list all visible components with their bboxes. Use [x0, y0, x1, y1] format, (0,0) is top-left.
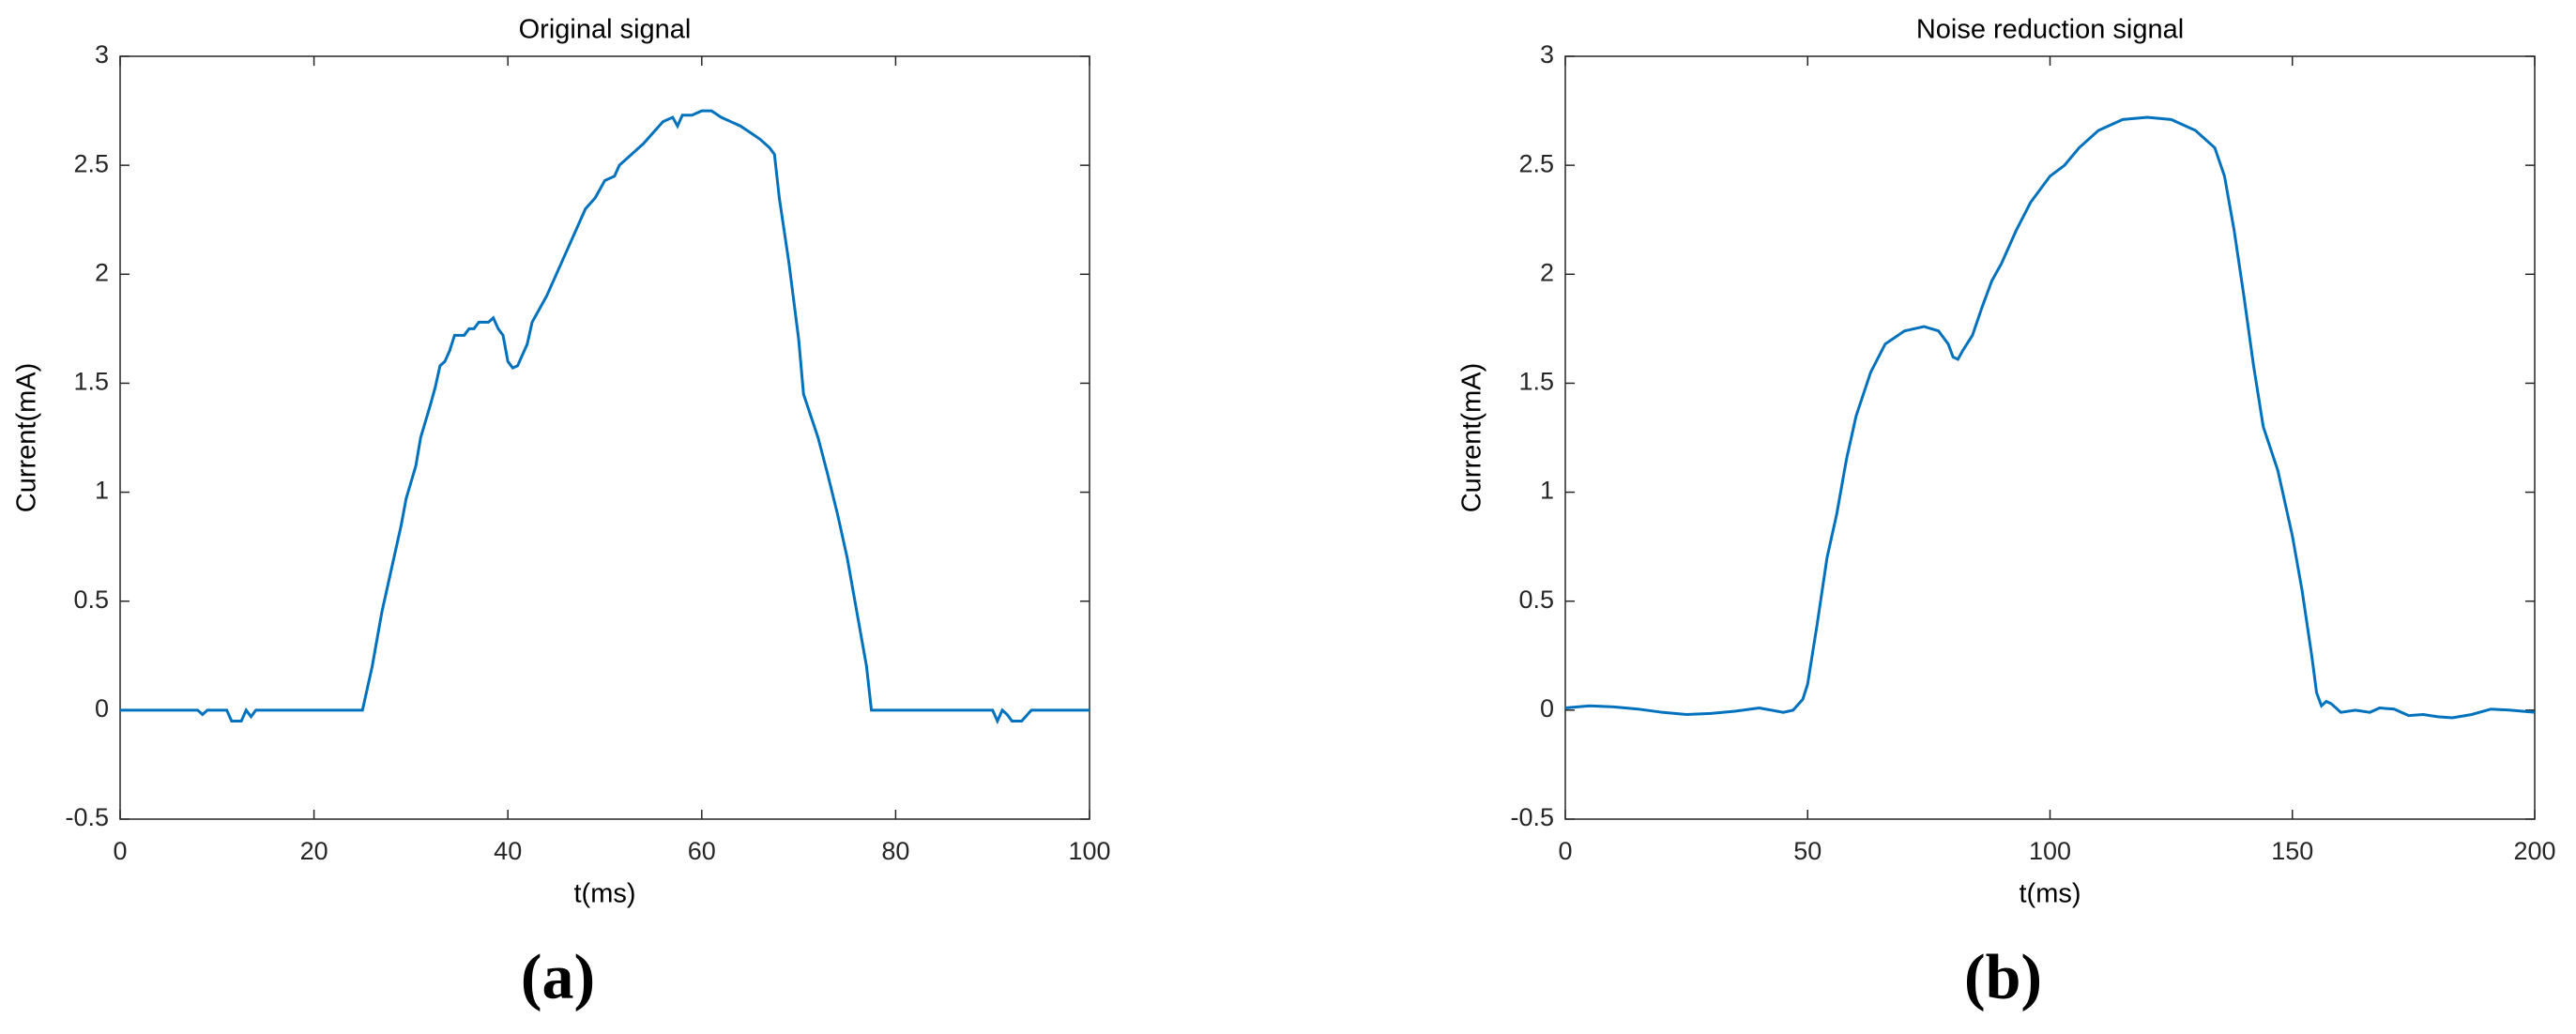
y-tick-label: 3 [1540, 40, 1554, 68]
x-tick-label: 60 [688, 837, 716, 865]
y-tick-label: 2 [1540, 258, 1554, 286]
y-tick-label: -0.5 [65, 803, 109, 831]
x-tick-label: 20 [300, 837, 328, 865]
y-tick-label: 2 [95, 258, 109, 286]
x-axis-label: t(ms) [2019, 879, 2081, 909]
y-axis-label: Current(mA) [1457, 363, 1487, 513]
plot-area [119, 55, 1090, 820]
y-tick-label: -0.5 [1510, 803, 1554, 831]
x-tick-label: 100 [1068, 837, 1110, 865]
x-tick-label: 40 [494, 837, 522, 865]
x-tick-label: 200 [2513, 837, 2555, 865]
x-tick-label: 0 [113, 837, 127, 865]
y-tick-label: 1.5 [73, 368, 109, 396]
panel-caption: (a) [521, 941, 595, 1012]
signal-line [120, 109, 1090, 725]
y-tick-label: 2.5 [73, 149, 109, 177]
chart-title: Noise reduction signal [1916, 15, 2184, 45]
chart-title: Original signal [519, 15, 692, 45]
x-tick-label: 100 [2029, 837, 2071, 865]
x-tick-label: 0 [1558, 837, 1572, 865]
y-axis-label: Current(mA) [12, 363, 42, 513]
y-tick-label: 2.5 [1518, 149, 1554, 177]
y-tick-label: 0 [95, 694, 109, 722]
y-tick-label: 0.5 [1518, 585, 1554, 614]
y-tick-label: 0.5 [73, 585, 109, 614]
x-axis-label: t(ms) [573, 879, 635, 909]
y-tick-label: 3 [95, 40, 109, 68]
y-tick-label: 1 [95, 477, 109, 505]
x-tick-label: 150 [2271, 837, 2313, 865]
x-tick-label: 80 [881, 837, 909, 865]
x-tick-label: 50 [1793, 837, 1821, 865]
signal-line [1564, 115, 2536, 720]
y-tick-label: 1.5 [1518, 368, 1554, 396]
plot-area [1564, 55, 2536, 820]
y-tick-label: 0 [1540, 694, 1554, 722]
y-tick-label: 1 [1540, 477, 1554, 505]
panel-caption: (b) [1964, 941, 2042, 1012]
